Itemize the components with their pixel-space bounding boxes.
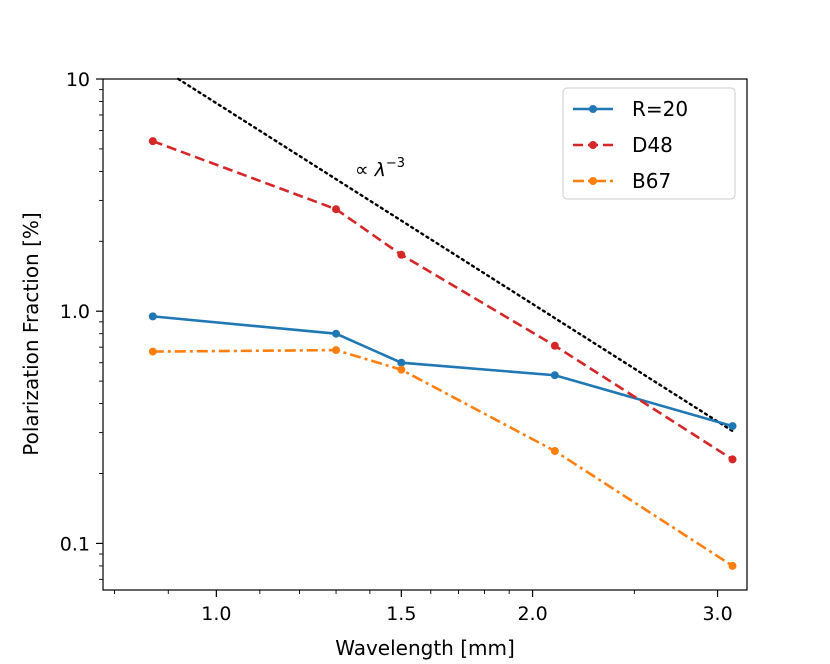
reference-line	[177, 77, 734, 433]
legend-marker-d48	[589, 141, 597, 149]
plot-frame	[102, 78, 748, 591]
point-r20-2	[397, 358, 406, 367]
x-tick-label-3: 3.0	[702, 603, 732, 625]
legend: R=20 D48 B67	[562, 87, 736, 200]
point-d48-2	[397, 250, 406, 259]
x-tick-label-0: 1.0	[201, 603, 231, 625]
y-axis-label: Polarization Fraction [%]	[19, 212, 43, 455]
point-b67-0	[148, 347, 157, 356]
legend-label-d48: D48	[632, 133, 673, 157]
point-b67-4	[728, 561, 737, 570]
reference-annotation-symbol: λ	[374, 159, 386, 181]
x-tick-label-1: 1.5	[386, 603, 416, 625]
legend-marker-b67	[589, 177, 597, 185]
point-b67-1	[332, 346, 341, 355]
series-layer	[148, 137, 737, 570]
point-b67-2	[397, 365, 406, 374]
legend-frame	[562, 87, 736, 200]
point-r20-4	[728, 422, 737, 431]
reference-annotation-exponent: −3	[386, 156, 405, 171]
reference-annotation-prefix: ∝	[355, 159, 375, 181]
x-axis-label: Wavelength [mm]	[335, 636, 515, 660]
point-r20-0	[148, 312, 157, 321]
point-r20-3	[550, 371, 559, 380]
series-b67	[148, 346, 737, 570]
legend-items: R=20 D48 B67	[573, 97, 688, 193]
reference-line-layer	[177, 77, 734, 433]
legend-label-b67: B67	[632, 169, 671, 193]
point-d48-1	[332, 205, 341, 214]
axes-layer: 1.0 1.5 2.0 3.0 0.1 1.0 10	[60, 69, 733, 625]
x-tick-label-2: 2.0	[517, 603, 547, 625]
series-r20	[148, 312, 737, 431]
point-d48-0	[148, 137, 157, 146]
series-d48	[148, 137, 737, 464]
point-b67-3	[550, 447, 559, 456]
point-r20-1	[332, 329, 341, 338]
reference-annotation: ∝ λ−3	[355, 156, 405, 181]
point-d48-4	[728, 455, 737, 464]
y-tick-label-0: 0.1	[60, 533, 90, 555]
point-d48-3	[550, 341, 559, 350]
y-tick-label-2: 10	[66, 69, 90, 91]
legend-marker-r20	[589, 105, 597, 113]
legend-label-r20: R=20	[632, 97, 688, 121]
y-tick-label-1: 1.0	[60, 301, 90, 323]
